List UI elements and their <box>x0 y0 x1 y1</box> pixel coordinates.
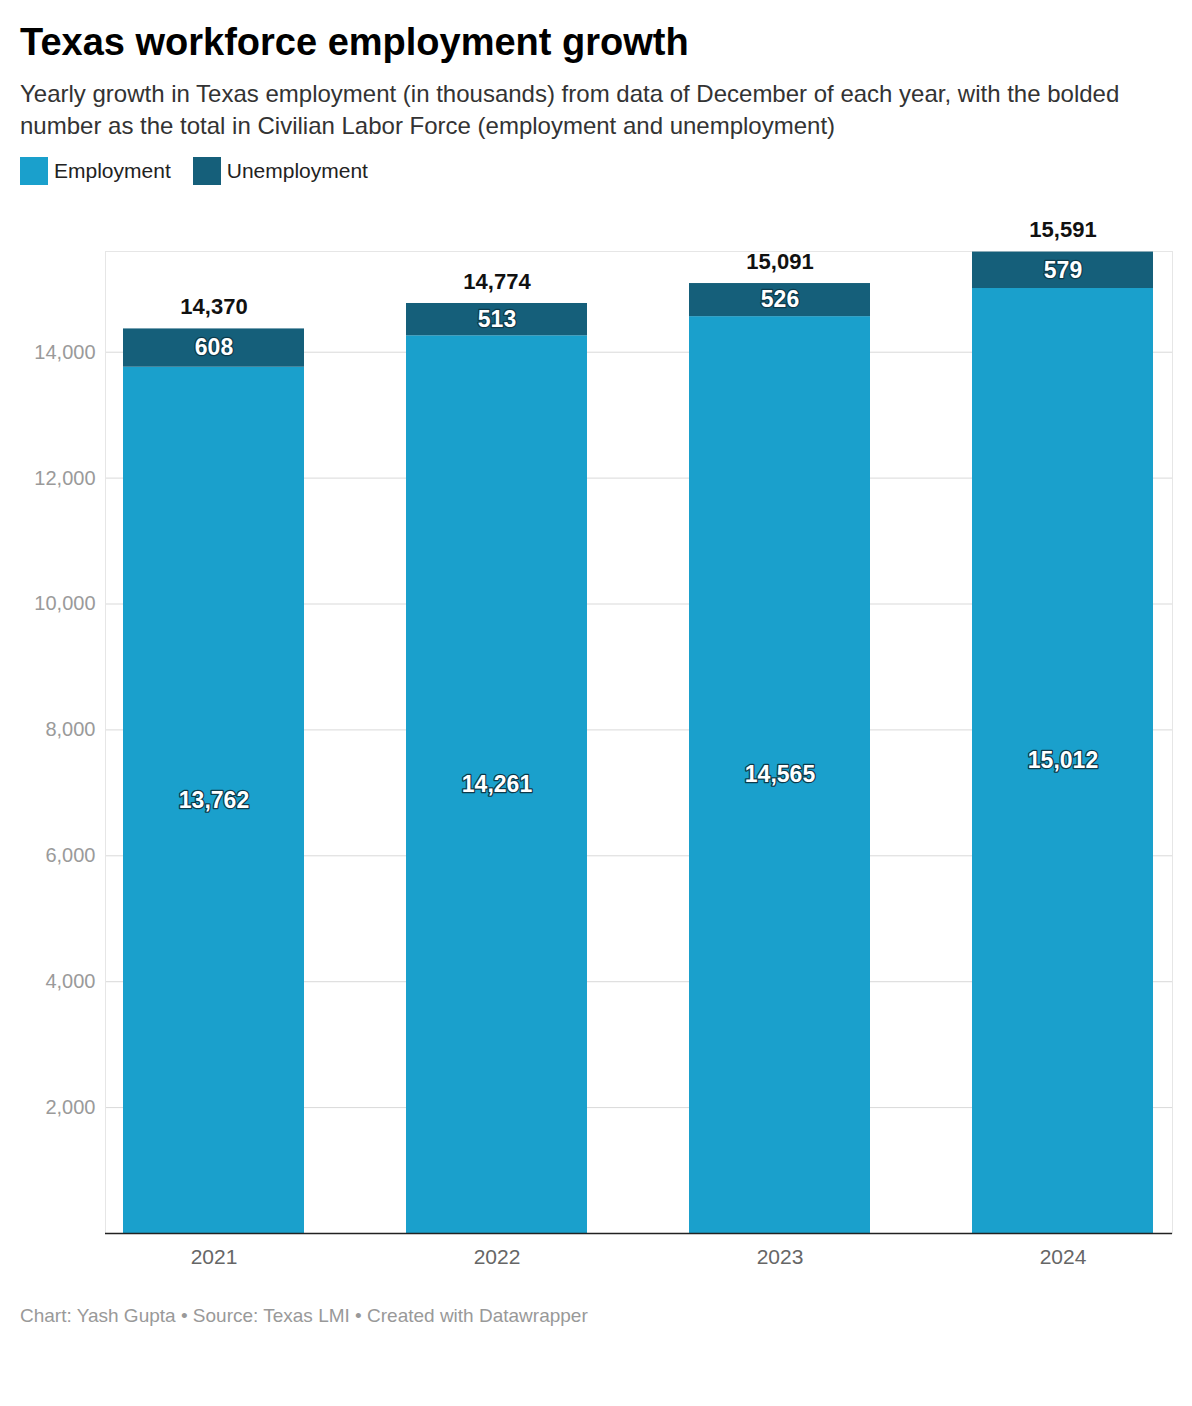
svg-text:14,774: 14,774 <box>463 268 531 293</box>
svg-text:2021: 2021 <box>191 1245 238 1268</box>
svg-text:10,000: 10,000 <box>34 592 95 614</box>
svg-text:15,012: 15,012 <box>1028 747 1098 773</box>
html-text:Yearly growth in Texas employm: Yearly growth in Texas employment (in th… <box>20 79 1120 140</box>
svg-text:13,762: 13,762 <box>179 786 249 812</box>
html-text:Employment: Employment <box>54 158 171 182</box>
svg-text:513: 513 <box>478 306 516 332</box>
svg-text:15,091: 15,091 <box>746 248 813 273</box>
svg-text:14,000: 14,000 <box>34 340 95 362</box>
html-text:Chart: Yash Gupta • Source: Te: Chart: Yash Gupta • Source: Texas LMI • … <box>20 1304 588 1326</box>
svg-text:12,000: 12,000 <box>34 466 95 488</box>
svg-text:2,000: 2,000 <box>45 1096 95 1118</box>
svg-text:4,000: 4,000 <box>45 970 95 992</box>
svg-text:8,000: 8,000 <box>45 718 95 740</box>
svg-text:579: 579 <box>1044 256 1082 282</box>
svg-text:14,261: 14,261 <box>462 771 533 797</box>
svg-text:15,591: 15,591 <box>1029 217 1096 242</box>
svg-text:2022: 2022 <box>474 1245 521 1268</box>
svg-text:608: 608 <box>195 334 234 360</box>
svg-text:526: 526 <box>761 286 799 312</box>
svg-text:2024: 2024 <box>1040 1245 1087 1268</box>
html-text:Unemployment: Unemployment <box>226 158 368 182</box>
svg-text:14,370: 14,370 <box>180 294 247 319</box>
html-text:Texas workforce employment gro: Texas workforce employment growth <box>20 21 689 63</box>
svg-text:14,565: 14,565 <box>745 761 816 787</box>
svg-text:2023: 2023 <box>757 1245 804 1268</box>
svg-text:6,000: 6,000 <box>45 844 95 866</box>
